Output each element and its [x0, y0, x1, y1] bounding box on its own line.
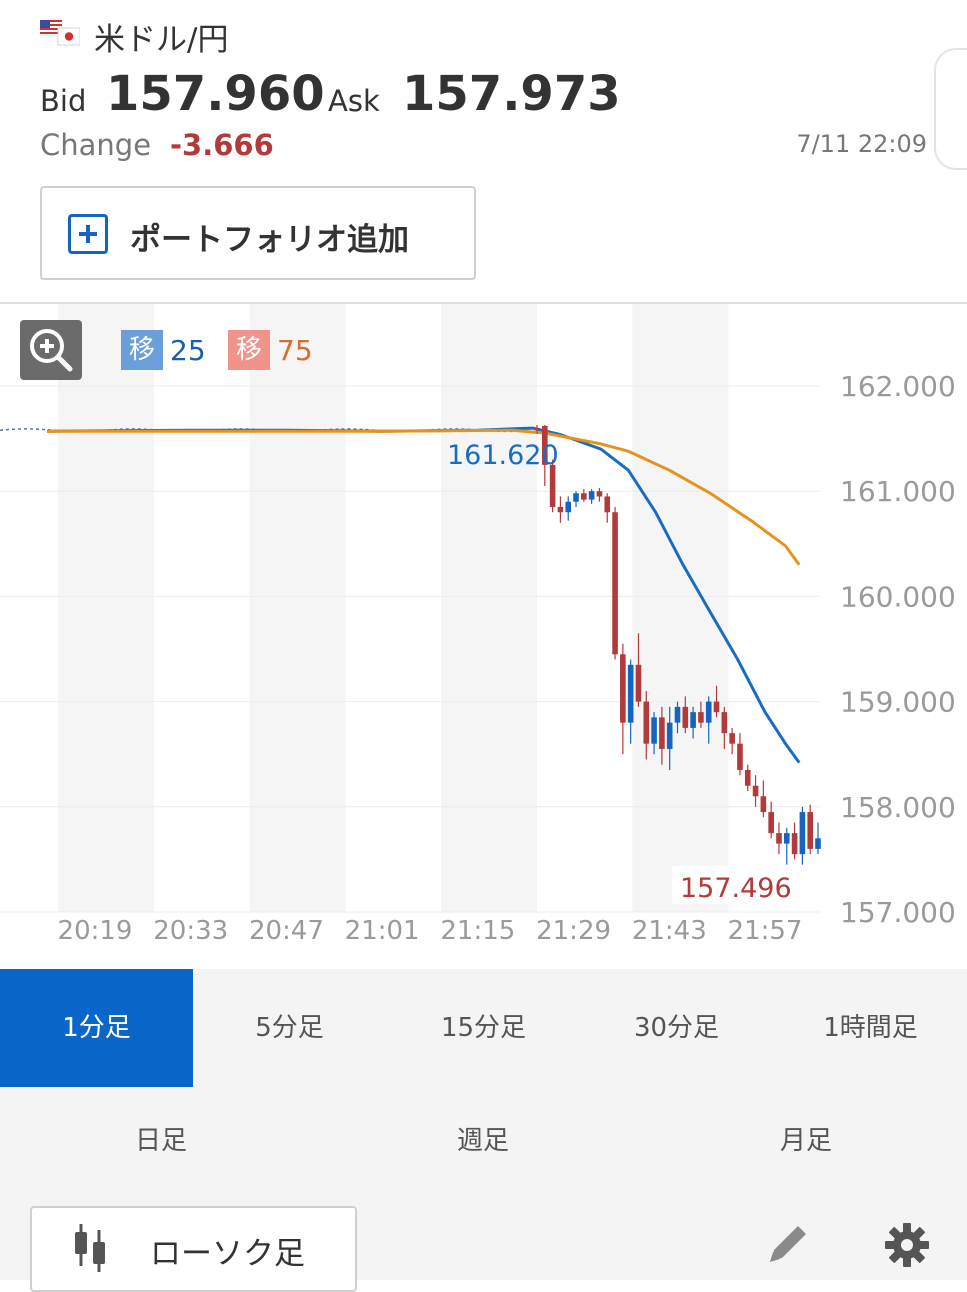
- candle-body: [729, 733, 735, 744]
- candle-body: [666, 722, 673, 749]
- ask-value: 157.973: [402, 66, 621, 122]
- tab-monthly[interactable]: 月足: [779, 1126, 832, 1156]
- candle-body: [620, 654, 626, 723]
- x-tick-label: 20:47: [249, 916, 324, 946]
- candle-body: [635, 664, 642, 702]
- candlestick-icon: [75, 1224, 105, 1272]
- x-tick-label: 21:15: [440, 916, 515, 946]
- candle-body: [565, 501, 572, 513]
- bid-value: 157.960: [106, 66, 325, 122]
- time-band: [632, 304, 729, 912]
- y-tick-label: 157.000: [840, 896, 956, 929]
- ma75-period: 75: [277, 334, 313, 367]
- pair-title: 米ドル/円: [94, 22, 229, 58]
- y-tick-label: 159.000: [840, 686, 956, 719]
- x-tick-label: 21:29: [536, 916, 611, 946]
- tab-30min[interactable]: 30分足: [633, 1013, 720, 1043]
- ma75-toggle[interactable]: 移: [228, 330, 270, 370]
- candle-body: [542, 425, 548, 465]
- gear-icon[interactable]: [884, 1222, 930, 1268]
- chart-type-label: ローソク足: [150, 1236, 305, 1272]
- tab-weekly[interactable]: 週足: [456, 1126, 509, 1156]
- low-annotation-bg: [672, 866, 794, 904]
- x-tick-label: 20:33: [153, 916, 228, 946]
- candle-body: [705, 701, 712, 723]
- candle-body: [713, 701, 720, 713]
- candle-body: [596, 491, 603, 497]
- candle-body: [588, 491, 595, 500]
- pencil-icon[interactable]: [764, 1218, 814, 1268]
- candle-body: [791, 833, 798, 855]
- candle-body: [557, 506, 564, 513]
- timestamp: 7/11 22:09: [796, 130, 927, 158]
- candle-body: [799, 812, 806, 855]
- ma75-line: [47, 428, 801, 566]
- candle-body: [674, 706, 681, 723]
- x-tick-label: 21:57: [728, 916, 803, 946]
- y-tick-label: 161.000: [840, 475, 956, 508]
- candle-body: [768, 812, 774, 834]
- change-label: Change: [40, 128, 152, 162]
- candle-body: [627, 664, 634, 723]
- candle-body: [573, 493, 579, 502]
- candle-body: [643, 701, 650, 744]
- tab-1min[interactable]: 1分足: [0, 969, 193, 1087]
- x-tick-label: 21:43: [632, 916, 707, 946]
- chart-type-button[interactable]: ローソク足: [30, 1206, 357, 1292]
- change-value: -3.666: [170, 128, 274, 162]
- candle-body: [549, 464, 556, 507]
- candle-body: [612, 512, 618, 655]
- low-annotation: 157.496: [680, 873, 792, 904]
- bid-label: Bid: [40, 84, 87, 118]
- y-tick-label: 160.000: [840, 580, 956, 613]
- candle-body: [760, 796, 767, 813]
- x-tick-label: 20:19: [58, 916, 133, 946]
- add-portfolio-label: ポートフォリオ追加: [130, 222, 409, 258]
- candle-body: [698, 712, 704, 723]
- candle-body: [744, 769, 751, 786]
- price-chart[interactable]: 162.000 161.000 160.000 159.000 158.000 157.0…: [0, 304, 967, 969]
- tab-daily[interactable]: 日足: [134, 1126, 187, 1156]
- candle-body: [604, 496, 611, 513]
- candle-body: [737, 743, 743, 770]
- candle-body: [659, 717, 665, 749]
- time-band: [440, 304, 537, 912]
- candle-body: [815, 838, 821, 849]
- candle-body: [783, 833, 790, 844]
- zoom-button[interactable]: [20, 320, 82, 380]
- zoom-in-icon: [30, 329, 73, 372]
- y-tick-label: 162.000: [840, 370, 956, 403]
- timeframe-tabs: 1分足 5分足 15分足 30分足 1時間足: [0, 969, 967, 1087]
- us-jp-flag-icon: [40, 20, 80, 46]
- divider: [0, 302, 967, 304]
- candle-body: [581, 493, 587, 500]
- candle-body: [690, 712, 696, 728]
- side-panel-tab[interactable]: [934, 48, 967, 170]
- candle-body: [776, 833, 782, 844]
- candle-body: [721, 712, 728, 734]
- add-portfolio-button[interactable]: ポートフォリオ追加: [40, 186, 476, 280]
- plus-box-icon: [68, 214, 108, 254]
- time-band: [249, 304, 346, 912]
- ma25-toggle[interactable]: 移: [121, 330, 163, 370]
- tab-5min[interactable]: 5分足: [255, 1013, 324, 1043]
- candle-body: [752, 785, 759, 797]
- high-annotation: 161.620: [447, 440, 559, 471]
- tab-1hour[interactable]: 1時間足: [823, 1013, 918, 1043]
- candle-body: [534, 428, 540, 431]
- ask-label: Ask: [328, 84, 380, 118]
- time-band: [58, 304, 154, 912]
- candle-body: [651, 717, 657, 744]
- ma25-period: 25: [170, 334, 206, 367]
- x-tick-label: 21:01: [345, 916, 420, 946]
- timeframe-tabs-2: 日足 週足 月足: [0, 1087, 967, 1195]
- tab-15min[interactable]: 15分足: [440, 1013, 527, 1043]
- candle-body: [682, 706, 689, 728]
- y-tick-label: 158.000: [840, 791, 956, 824]
- candle-body: [807, 812, 813, 849]
